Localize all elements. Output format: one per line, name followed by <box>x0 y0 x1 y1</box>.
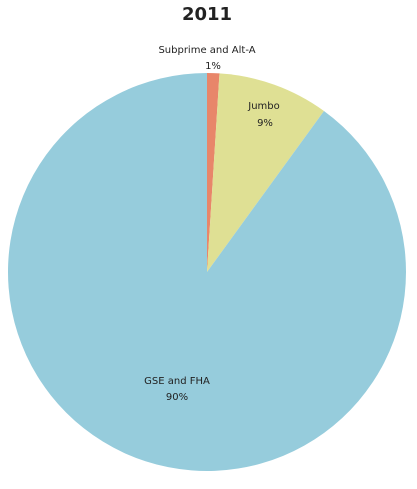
value-label: 1% <box>205 61 221 72</box>
pie-slice <box>8 73 407 471</box>
slice-label: Jumbo <box>247 101 280 112</box>
slice-label: GSE and FHA <box>144 376 210 387</box>
chart-title: 2011 <box>182 4 232 25</box>
value-label: 90% <box>166 392 188 403</box>
value-label: 9% <box>257 118 273 129</box>
pie-slice <box>207 73 324 273</box>
pie-slice <box>207 73 220 272</box>
slice-label: Subprime and Alt-A <box>158 45 255 56</box>
